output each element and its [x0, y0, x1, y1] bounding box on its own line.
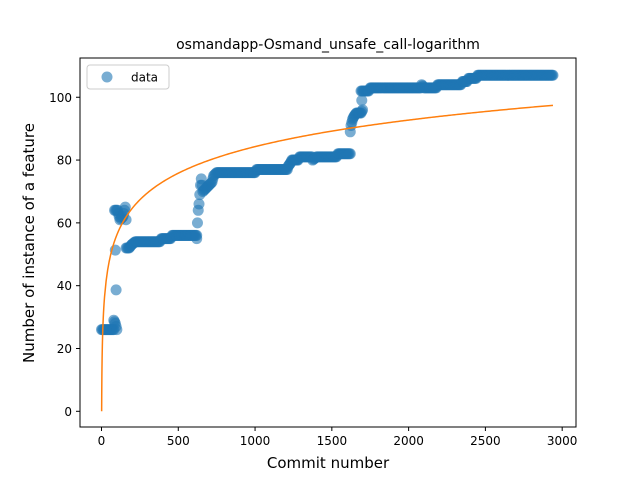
x-tick-label: 1000	[240, 434, 271, 448]
x-axis: 0 500 1000 1500 2000 2500 3000	[98, 427, 578, 448]
data-points-layer	[96, 69, 559, 336]
data-point	[110, 284, 122, 296]
data-point	[547, 69, 559, 81]
plot-frame	[79, 57, 577, 428]
x-tick-label: 1500	[317, 434, 348, 448]
y-tick-label: 0	[64, 405, 72, 419]
data-point	[119, 201, 131, 213]
y-tick-label: 20	[57, 342, 72, 356]
x-tick-label: 0	[98, 434, 106, 448]
fit-curve-layer	[100, 104, 554, 412]
x-tick-label: 2000	[393, 434, 424, 448]
x-axis-label: Commit number	[267, 454, 390, 472]
data-point	[356, 94, 368, 106]
data-point	[357, 104, 369, 116]
y-axis-label: Number of instance of a feature	[20, 123, 38, 363]
y-tick-label: 40	[57, 279, 72, 293]
legend-box	[86, 64, 170, 90]
data-point	[344, 148, 356, 160]
fit-curve	[100, 104, 554, 412]
y-tick-label: 80	[57, 154, 72, 168]
y-axis: 0 20 40 60 80 100	[49, 91, 80, 419]
data-point	[191, 233, 203, 245]
legend: data	[86, 64, 170, 90]
x-tick-label: 2500	[470, 434, 501, 448]
data-point	[191, 217, 203, 229]
data-point	[193, 198, 205, 210]
chart-title: osmandapp-Osmand_unsafe_call-logarithm	[176, 37, 480, 53]
x-tick-label: 3000	[547, 434, 578, 448]
legend-label: data	[131, 71, 158, 85]
data-point	[111, 324, 123, 336]
y-tick-label: 60	[57, 216, 72, 230]
x-tick-label: 500	[167, 434, 190, 448]
legend-marker	[101, 71, 113, 83]
y-tick-label: 100	[49, 91, 72, 105]
